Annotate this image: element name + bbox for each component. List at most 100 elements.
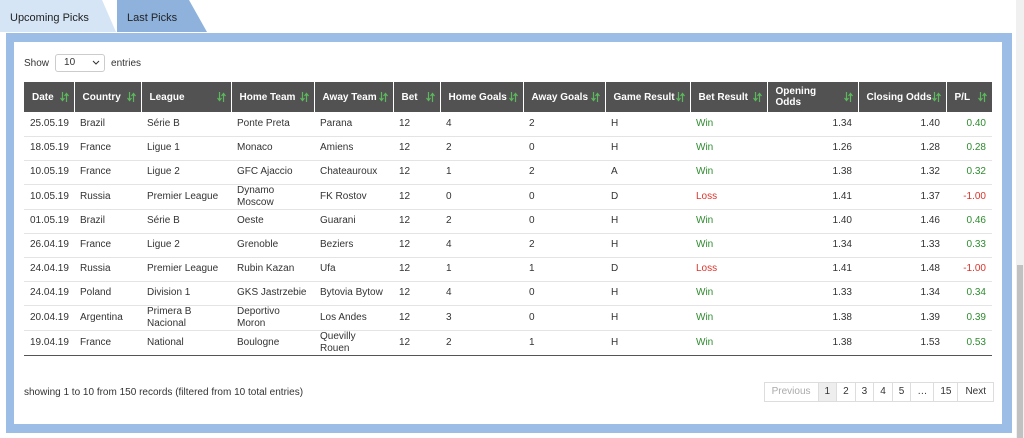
cell: H	[605, 209, 690, 234]
cell: Guarani	[314, 209, 393, 234]
cell: 1.33	[858, 233, 946, 258]
cell: 1.33	[767, 281, 858, 306]
cell: 0	[523, 184, 605, 210]
cell: 10.05.19	[24, 184, 74, 210]
cell: Loss	[690, 184, 767, 210]
column-header[interactable]: Opening Odds	[767, 82, 859, 112]
cell: H	[605, 305, 690, 331]
sort-icon	[216, 92, 226, 102]
column-header[interactable]: Home Team	[231, 82, 315, 112]
row: 26.04.19 France Ligue 2 Grenoble Beziers 12 4 2…	[24, 233, 992, 258]
cell: GKS Jastrzebie	[231, 281, 314, 306]
cell: 2	[440, 136, 523, 161]
cell: 1.53	[858, 330, 946, 356]
column-header[interactable]: Date	[24, 82, 75, 112]
page-button[interactable]: 15	[933, 382, 959, 402]
column-header[interactable]: Away Team	[314, 82, 394, 112]
column-header[interactable]: Game Result	[605, 82, 691, 112]
cell: 2	[523, 233, 605, 258]
cell: Brazil	[74, 112, 141, 137]
scrollbar	[1016, 0, 1024, 438]
cell: 12	[393, 136, 440, 161]
cell: Russia	[74, 184, 141, 210]
cell: 1.38	[767, 160, 858, 185]
select[interactable]: 10	[55, 54, 106, 72]
cell: France	[74, 330, 141, 356]
column-header[interactable]: Home Goals	[440, 82, 524, 112]
page-button[interactable]: 1	[817, 382, 838, 402]
tab[interactable]: Last Picks	[117, 0, 207, 32]
cell: Win	[690, 136, 767, 161]
column-header[interactable]: Country	[74, 82, 142, 112]
row: 24.04.19 Russia Premier League Rubin Kazan U…	[24, 257, 992, 282]
header-text: Away Goals	[531, 91, 589, 103]
column-header[interactable]: P/L	[946, 82, 993, 112]
column-header[interactable]: Bet	[393, 82, 441, 112]
cell: A	[605, 160, 690, 185]
cell: Parana	[314, 112, 393, 137]
cell: France	[74, 160, 141, 185]
cell: 1.40	[767, 209, 858, 234]
header-text: Away Team	[322, 91, 377, 103]
header-text: Opening Odds	[775, 86, 817, 108]
cell: 0	[523, 136, 605, 161]
cell: Argentina	[74, 305, 141, 331]
page-button[interactable]: 3	[854, 382, 875, 402]
cell: 1.34	[767, 112, 858, 137]
tab[interactable]: Upcoming Picks	[0, 0, 116, 32]
header-text: Game Result	[613, 91, 675, 103]
cell: Ligue 1	[141, 136, 231, 161]
cell: 12	[393, 330, 440, 356]
cell: Oeste	[231, 209, 314, 234]
cell: 12	[393, 160, 440, 185]
column-header[interactable]: Closing Odds	[858, 82, 947, 112]
scrollbar-thumb[interactable]	[1017, 265, 1023, 438]
info: showing 1 to 10 from 150 records (filter…	[24, 387, 304, 398]
cell: 1.26	[767, 136, 858, 161]
cell: 1.34	[858, 281, 946, 306]
cell: Série B	[141, 209, 231, 234]
cell: Win	[690, 160, 767, 185]
cell: Deportivo Moron	[231, 305, 314, 331]
cell: -1.00	[946, 257, 992, 282]
page-button[interactable]: …	[910, 382, 935, 402]
cell: 1	[440, 160, 523, 185]
page-button[interactable]: Next	[957, 382, 994, 402]
cell: Division 1	[141, 281, 231, 306]
header-text: Country	[82, 91, 121, 103]
cell: 10.05.19	[24, 160, 74, 185]
sort-icon	[378, 92, 388, 102]
column-header[interactable]: Bet Result	[690, 82, 768, 112]
cell: Série B	[141, 112, 231, 137]
page-button[interactable]: 5	[891, 382, 912, 402]
cell: 1	[523, 330, 605, 356]
cell: Los Andes	[314, 305, 393, 331]
row: 20.04.19 Argentina Primera B Nacional Depor…	[24, 305, 992, 331]
cell: 2	[440, 330, 523, 356]
page-button[interactable]: Previous	[763, 382, 819, 402]
page-button[interactable]: 4	[873, 382, 893, 402]
page-button[interactable]: 2	[836, 382, 856, 402]
cell: Win	[690, 233, 767, 258]
column-header[interactable]: Away Goals	[523, 82, 606, 112]
cell: Win	[690, 330, 767, 356]
cell: France	[74, 233, 141, 258]
cell: 12	[393, 209, 440, 234]
cell: D	[605, 184, 690, 210]
header-text: P/L	[954, 91, 971, 103]
cell: Amiens	[314, 136, 393, 161]
cell: 1.37	[858, 184, 946, 210]
cell: 1.40	[858, 112, 946, 137]
row: 18.05.19 France Ligue 1 Monaco Amiens 12 2 0 H Wi…	[24, 136, 992, 161]
cell: Dynamo Moscow	[231, 184, 314, 210]
cell: FK Rostov	[314, 184, 393, 210]
sort-icon	[59, 92, 69, 102]
header-text: Bet Result	[698, 91, 748, 103]
column-header[interactable]: League	[141, 82, 232, 112]
header-text: Closing Odds	[866, 91, 932, 103]
cell: D	[605, 257, 690, 282]
row: 01.05.19 Brazil Série B Oeste Guarani 12 2 0 H Wi…	[24, 209, 992, 234]
cell: Bytovia Bytow	[314, 281, 393, 306]
sort-icon	[752, 92, 762, 102]
